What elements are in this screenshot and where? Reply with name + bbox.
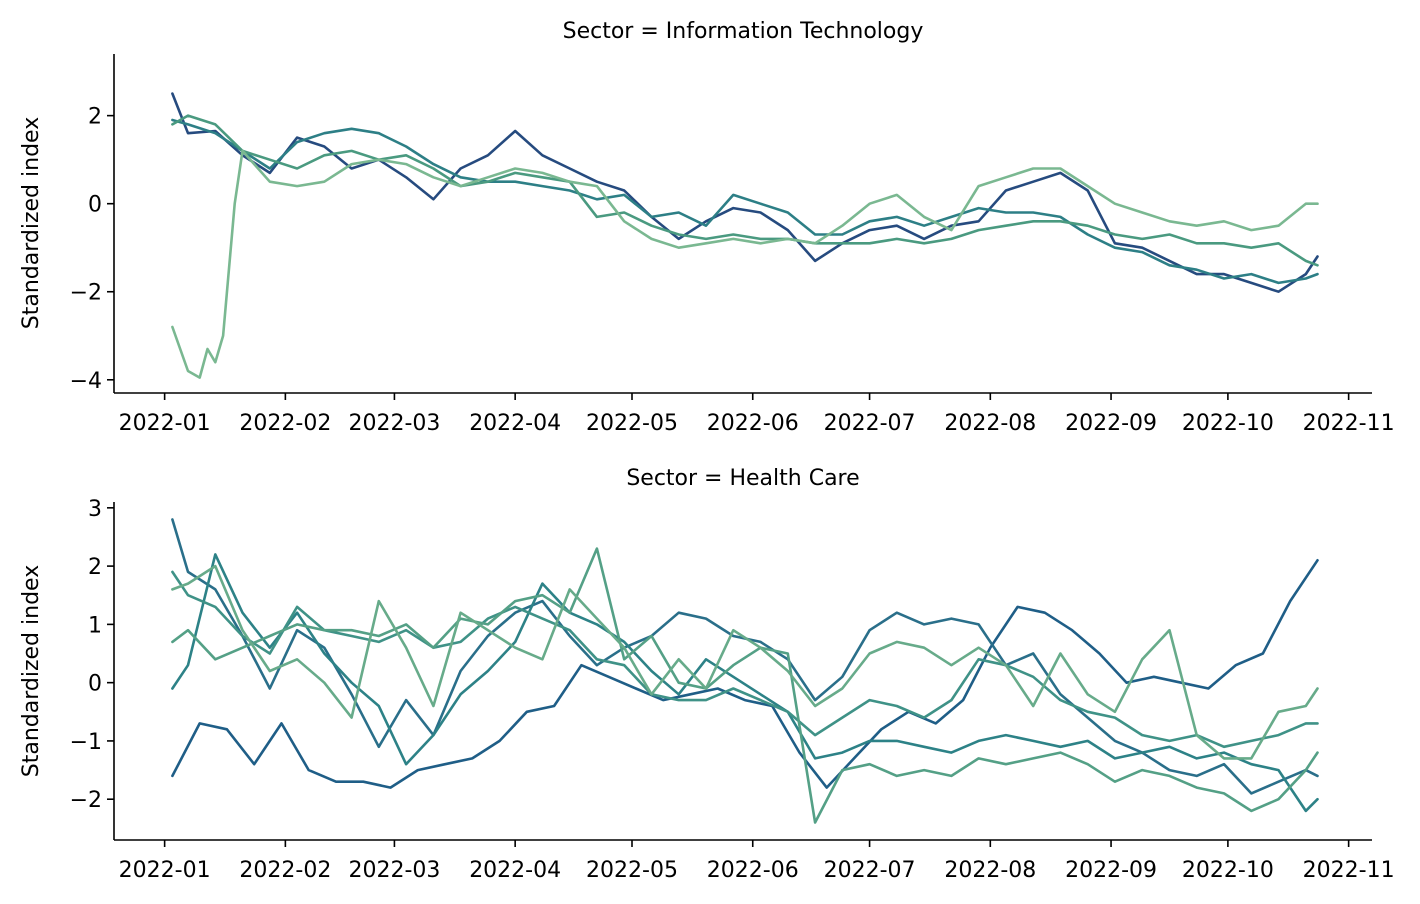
x-tick-label: 2022-10 <box>1182 858 1274 883</box>
panel-title: Sector = Information Technology <box>563 19 924 44</box>
x-tick-label: 2022-05 <box>586 411 678 436</box>
x-tick-label: 2022-01 <box>119 411 211 436</box>
series-line-3 <box>171 114 1319 267</box>
x-tick-label: 2022-06 <box>707 858 799 883</box>
series-line-3 <box>171 553 1319 813</box>
y-tick-label: −4 <box>70 369 102 394</box>
x-tick-label: 2022-09 <box>1065 858 1157 883</box>
series-line-6 <box>171 564 1319 760</box>
series-line-2 <box>171 118 1319 285</box>
y-tick-label: 3 <box>88 497 102 522</box>
series-line-4 <box>171 570 1319 749</box>
x-tick-label: 2022-05 <box>586 858 678 883</box>
x-tick-label: 2022-02 <box>239 858 331 883</box>
series-line-4 <box>171 149 1319 379</box>
x-tick-label: 2022-08 <box>944 411 1036 436</box>
y-tick-label: −1 <box>70 730 102 755</box>
x-tick-label: 2022-11 <box>1303 411 1395 436</box>
series-line-1 <box>171 92 1319 293</box>
x-tick-label: 2022-03 <box>348 858 440 883</box>
x-tick-label: 2022-08 <box>944 858 1036 883</box>
x-ticks: 2022-01 2022-02 2022-03 2022-04 2022-05 2022-… <box>119 393 1395 436</box>
series-layer <box>171 518 1319 824</box>
y-tick-label: −2 <box>70 788 102 813</box>
y-tick-label: 0 <box>88 672 102 697</box>
y-axis-label: Standardized index <box>19 117 44 329</box>
x-tick-label: 2022-01 <box>119 858 211 883</box>
y-ticks: 2 0 −2 −4 <box>70 105 114 394</box>
x-ticks: 2022-01 2022-02 2022-03 2022-04 2022-05 2022-… <box>119 840 1395 883</box>
series-layer <box>171 92 1319 379</box>
series-line-1 <box>171 559 1319 789</box>
y-tick-label: 2 <box>88 555 102 580</box>
x-tick-label: 2022-10 <box>1182 411 1274 436</box>
y-tick-label: 1 <box>88 613 102 638</box>
x-tick-label: 2022-07 <box>824 858 916 883</box>
x-tick-label: 2022-09 <box>1065 411 1157 436</box>
x-tick-label: 2022-03 <box>348 411 440 436</box>
x-tick-label: 2022-04 <box>469 858 561 883</box>
y-ticks: 3 2 1 0 −1 −2 <box>70 497 114 813</box>
x-tick-label: 2022-11 <box>1303 858 1395 883</box>
panel-title: Sector = Health Care <box>626 466 859 491</box>
x-tick-label: 2022-07 <box>824 411 916 436</box>
panel-information-technology: Sector = Information Technology Standard… <box>19 19 1395 436</box>
x-tick-label: 2022-06 <box>707 411 799 436</box>
panel-health-care: Sector = Health Care Standardized index … <box>19 466 1395 883</box>
x-tick-label: 2022-02 <box>239 411 331 436</box>
x-tick-label: 2022-04 <box>469 411 561 436</box>
y-tick-label: −2 <box>70 281 102 306</box>
series-line-5 <box>171 547 1319 824</box>
y-axis-label: Standardized index <box>19 565 44 777</box>
y-tick-label: 0 <box>88 193 102 218</box>
y-tick-label: 2 <box>88 105 102 130</box>
